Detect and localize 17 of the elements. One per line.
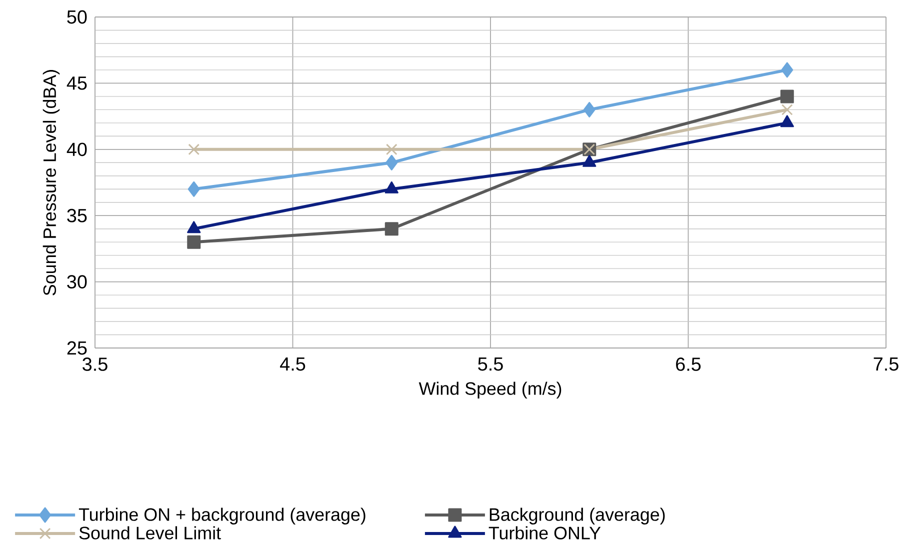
y-tick-label: 35: [67, 208, 87, 222]
y-axis-title: Sound Pressure Level (dBA): [42, 70, 60, 296]
y-tick-label: 50: [67, 10, 87, 24]
x-tick-label: 6.5: [676, 358, 701, 371]
y-tick-label: 40: [66, 142, 87, 156]
x-axis-title: Wind Speed (m/s): [418, 382, 562, 398]
y-tick-label: 30: [67, 275, 87, 289]
legend-label: Background (average): [490, 508, 665, 524]
legend-label: Sound Level Limit: [79, 526, 221, 540]
x-tick-label: 7.5: [874, 358, 898, 371]
x-tick-label: 5.5: [478, 358, 503, 371]
legend-label: Turbine ON + background (average): [78, 508, 366, 524]
y-tick-label: 25: [67, 341, 87, 355]
legend-label: Turbine ONLY: [488, 526, 601, 540]
x-tick-label: 4.5: [280, 358, 306, 371]
y-tick-label: 45: [66, 76, 87, 90]
x-tick-label: 3.5: [82, 358, 108, 371]
